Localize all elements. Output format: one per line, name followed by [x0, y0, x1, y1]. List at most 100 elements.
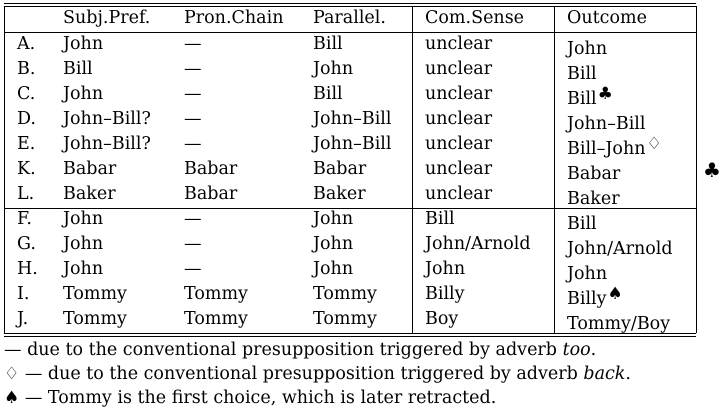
- cell-com-sense: Bill: [425, 207, 455, 232]
- cell-com-sense: unclear: [425, 32, 492, 57]
- table-right-border: [696, 6, 697, 333]
- cell-pron-chain: Tommy: [184, 282, 248, 307]
- cell-subj-pref-text: John–Bill?: [63, 134, 151, 154]
- header-pron-chain: Pron.Chain: [184, 8, 284, 28]
- cell-subj-pref: Bill: [63, 57, 93, 82]
- column-divider-com-sense: [554, 6, 555, 333]
- cell-outcome: John–Bill: [567, 107, 647, 134]
- cell-subj-pref-text: John–Bill?: [63, 109, 151, 129]
- table-row: L. Baker Babar Baker unclear Baker: [0, 182, 700, 209]
- cell-pron-chain-text: Tommy: [184, 309, 248, 329]
- table-bottom-rule-1: [4, 333, 696, 334]
- table-bottom-rule-2: [4, 336, 696, 337]
- cell-pron-chain-text: Babar: [184, 159, 238, 179]
- cell-parallel-text: John: [313, 259, 354, 279]
- table-row: D. John–Bill? — John–Bill unclear John–Bill: [0, 107, 700, 134]
- row-label: E.: [17, 132, 35, 157]
- cell-pron-chain: —: [184, 82, 202, 107]
- footnote-text: — due to the conventional presupposition…: [4, 340, 563, 360]
- cell-parallel: John: [313, 57, 353, 82]
- outcome-mark-icon: ♠: [607, 284, 623, 304]
- cell-com-sense-text: unclear: [425, 59, 493, 79]
- cell-pron-chain-text: —: [184, 59, 202, 79]
- cell-pron-chain-text: —: [184, 259, 202, 279]
- cell-outcome-text: Tommy/Boy: [567, 314, 671, 334]
- cell-parallel-text: Bill: [313, 34, 343, 54]
- footnote-end: .: [625, 364, 631, 384]
- cell-com-sense: unclear: [425, 157, 492, 182]
- cell-com-sense-text: Billy: [425, 284, 465, 304]
- row-label: H.: [17, 257, 38, 282]
- cell-pron-chain: —: [184, 257, 202, 282]
- cell-outcome-text: John/Arnold: [567, 239, 673, 259]
- table-row: F. John — John Bill Bill: [0, 207, 700, 234]
- table-left-border: [4, 6, 5, 333]
- cell-parallel: John: [313, 257, 353, 282]
- cell-com-sense-text: Boy: [425, 309, 459, 329]
- cell-subj-pref-text: John: [63, 84, 104, 104]
- outside-club-mark: ♣: [703, 158, 721, 182]
- cell-pron-chain: Babar: [184, 157, 237, 182]
- row-label: D.: [17, 107, 36, 132]
- cell-parallel-text: Tommy: [313, 309, 377, 329]
- row-label-text: E.: [17, 134, 36, 154]
- footnote-emph: too: [562, 340, 591, 360]
- cell-outcome: Tommy/Boy: [567, 307, 671, 334]
- table-top-rule-1: [4, 3, 696, 4]
- cell-outcome: John/Arnold: [567, 232, 674, 259]
- cell-com-sense-text: unclear: [425, 184, 493, 204]
- cell-com-sense: John/Arnold: [425, 232, 531, 257]
- cell-parallel-text: John–Bill: [313, 134, 392, 154]
- table-row: A. John — Bill unclear John: [0, 32, 700, 59]
- cell-outcome: Bill–John♢: [567, 132, 662, 159]
- cell-com-sense-text: John: [425, 259, 466, 279]
- cell-pron-chain: —: [184, 57, 202, 82]
- cell-parallel-text: Tommy: [313, 284, 377, 304]
- cell-com-sense-text: Bill: [425, 209, 455, 229]
- outcome-mark-icon: ♣: [597, 84, 613, 104]
- cell-parallel-text: Baker: [313, 184, 366, 204]
- cell-subj-pref: John: [63, 32, 103, 57]
- cell-outcome-text: Bill: [567, 214, 597, 234]
- cell-subj-pref: Tommy: [63, 307, 127, 332]
- footnote-too: — due to the conventional presupposition…: [4, 338, 596, 362]
- row-label-text: L.: [17, 184, 35, 204]
- cell-subj-pref: Tommy: [63, 282, 127, 307]
- row-label: K.: [17, 157, 36, 182]
- row-label-text: F.: [17, 209, 32, 229]
- cell-pron-chain-text: —: [184, 109, 202, 129]
- cell-pron-chain: —: [184, 107, 202, 132]
- cell-pron-chain: —: [184, 132, 202, 157]
- footnote-back: ♢ — due to the conventional presuppositi…: [4, 362, 631, 386]
- cell-pron-chain-text: Tommy: [184, 284, 248, 304]
- cell-subj-pref: John–Bill?: [63, 107, 151, 132]
- cell-subj-pref-text: John: [63, 234, 104, 254]
- cell-pron-chain: —: [184, 207, 202, 232]
- row-label: F.: [17, 207, 32, 232]
- row-label: B.: [17, 57, 35, 82]
- table-row: K. Babar Babar Babar unclear Babar: [0, 157, 700, 184]
- cell-subj-pref: John: [63, 232, 103, 257]
- table-row: E. John–Bill? — John–Bill unclear Bill–John♢: [0, 132, 700, 159]
- column-divider-parallel: [412, 6, 413, 333]
- cell-com-sense-text: unclear: [425, 159, 493, 179]
- cell-parallel: John–Bill: [313, 132, 392, 157]
- cell-com-sense: unclear: [425, 82, 492, 107]
- cell-outcome-text: Bill: [567, 64, 597, 84]
- cell-parallel-text: John–Bill: [313, 109, 392, 129]
- cell-com-sense-text: John/Arnold: [425, 234, 531, 254]
- cell-subj-pref: John: [63, 207, 103, 232]
- cell-com-sense: Boy: [425, 307, 458, 332]
- table-row: G. John — John John/Arnold John/Arnold: [0, 232, 700, 259]
- cell-pron-chain: Babar: [184, 182, 237, 207]
- row-label-text: D.: [17, 109, 36, 129]
- cell-outcome: John: [567, 257, 608, 284]
- cell-subj-pref: John: [63, 82, 103, 107]
- footnote-emph: back: [583, 364, 626, 384]
- cell-subj-pref-text: John: [63, 209, 104, 229]
- cell-outcome: John: [567, 32, 608, 59]
- row-label-text: B.: [17, 59, 36, 79]
- cell-com-sense-text: unclear: [425, 134, 493, 154]
- header-outcome: Outcome: [567, 8, 647, 28]
- cell-parallel-text: John: [313, 209, 354, 229]
